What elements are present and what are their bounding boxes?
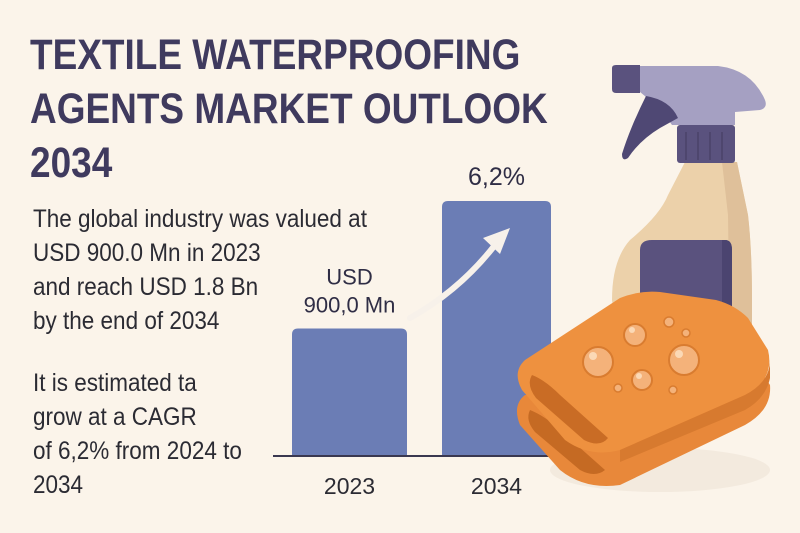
bars-group [292,201,551,456]
arrow-head [483,228,510,254]
valuation-line: by the end of 2034 [33,307,220,335]
growth-line: It is estimated ta [33,369,197,397]
growth-text: It is estimated ta grow at a CAGR of 6,2… [33,366,242,502]
growth-arrow-icon [407,228,510,321]
title-line-2: AGENTS MARKET OUTLOOK [30,85,548,133]
x-tick-labels: 2023 2034 [324,473,522,499]
growth-line: 2034 [33,471,84,499]
x-tick-label: 2034 [471,473,522,499]
title-line-1: TEXTILE WATERPROOFING [30,31,521,79]
valuation-line: and reach USD 1.8 Bn [33,273,259,301]
data-label: 900,0 Mn [304,293,396,318]
arrow-shaft [407,242,498,321]
valuation-line: The global industry was valued at [33,205,367,233]
bar-2023 [292,328,407,456]
growth-line: of 6,2% from 2024 to [33,437,242,465]
data-label: USD [326,265,372,290]
title-line-3: 2034 [30,139,113,187]
growth-line: grow at a CAGR [33,403,197,431]
data-label: 6,2% [468,163,525,191]
valuation-text: The global industry was valued at USD 90… [33,202,367,338]
page-title: TEXTILE WATERPROOFING AGENTS MARKET OUTL… [30,28,548,190]
x-tick-label: 2023 [324,473,375,499]
data-labels: USD 900,0 Mn 6,2% [304,163,525,318]
valuation-line: USD 900.0 Mn in 2023 [33,239,261,267]
